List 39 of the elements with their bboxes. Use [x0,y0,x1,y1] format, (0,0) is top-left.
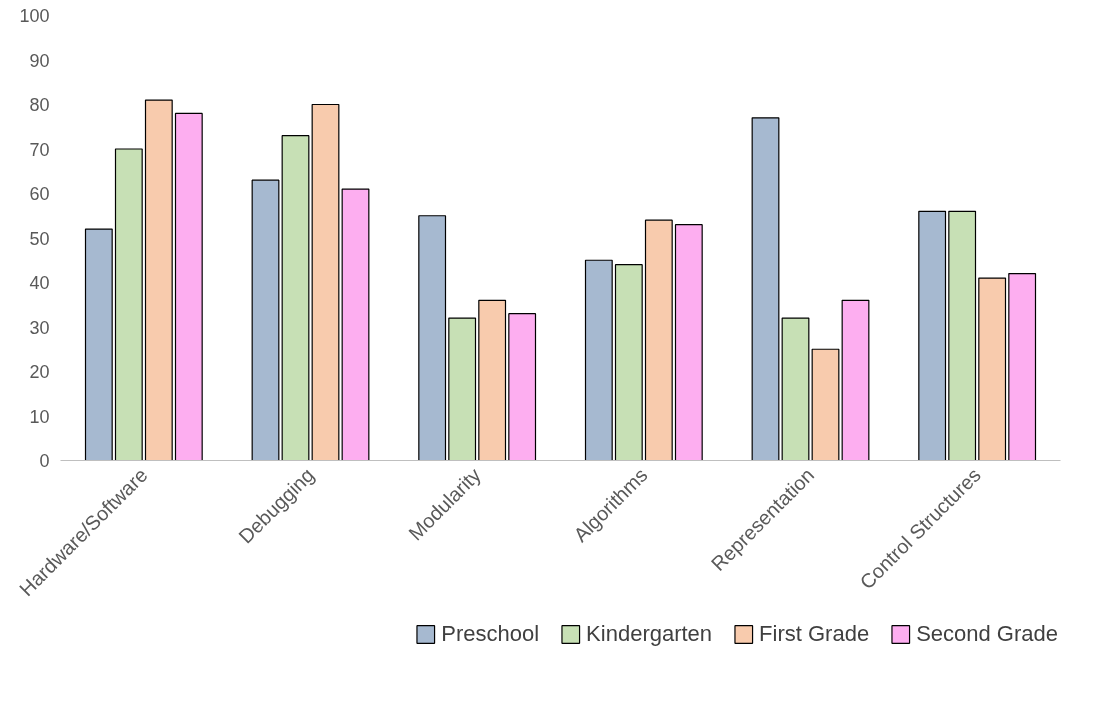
bar [251,179,280,461]
bar [1008,273,1037,461]
y-tick-label: 60 [29,184,50,204]
bar [114,148,143,461]
legend-label: Preschool [441,621,540,647]
bar [281,135,310,461]
bar [478,299,507,461]
bar [84,228,113,461]
bar [978,277,1007,461]
bar [418,215,447,461]
y-tick-label: 70 [29,139,50,160]
bar [174,112,203,461]
bar [341,188,370,461]
bar [841,299,870,461]
bar [144,99,173,461]
y-tick-label: 20 [29,362,50,382]
bar [781,317,810,461]
legend-label: First Grade [759,621,870,647]
bar [448,317,477,461]
bar [508,313,537,461]
legend-label: Kindergarten [586,621,713,647]
bar [614,264,643,461]
y-tick-label: 40 [29,273,50,293]
bar [918,210,947,461]
bar [811,348,840,461]
y-tick-label: 10 [29,406,50,427]
y-tick-label: 50 [29,228,50,249]
y-tick-label: 100 [19,6,50,26]
y-tick-label: 90 [29,50,50,71]
bar [644,219,673,461]
bar [674,224,703,461]
y-tick-label: 30 [29,317,50,338]
bar [584,259,613,461]
y-tick-label: 80 [29,95,50,115]
legend-label: Second Grade [916,621,1058,647]
bar [948,210,977,461]
bar [751,117,780,461]
bar [311,103,340,461]
y-tick-label: 0 [39,451,50,471]
